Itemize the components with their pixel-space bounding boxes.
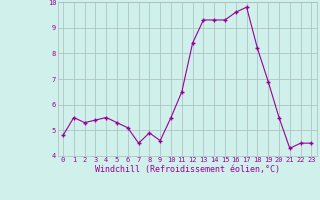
X-axis label: Windchill (Refroidissement éolien,°C): Windchill (Refroidissement éolien,°C)	[95, 165, 280, 174]
